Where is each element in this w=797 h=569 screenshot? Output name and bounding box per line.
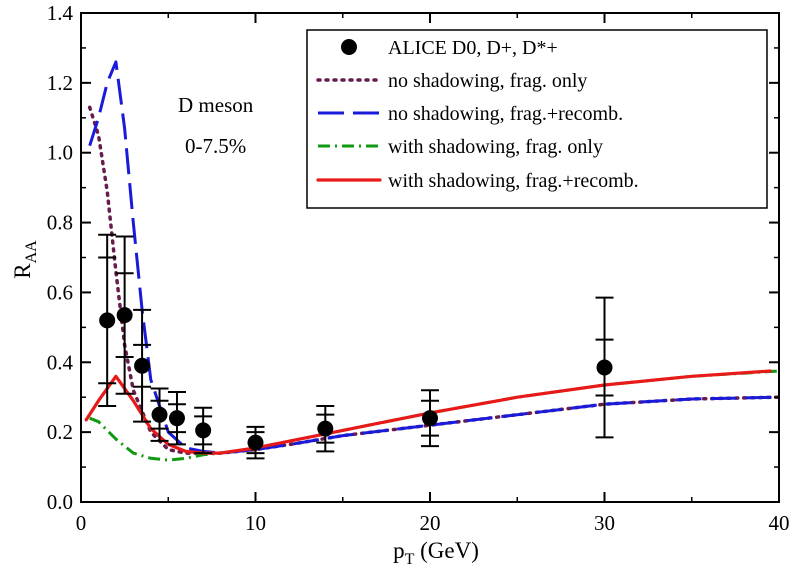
data-point-group <box>421 389 439 448</box>
x-axis-title-main: p <box>393 538 405 563</box>
x-tick-label: 10 <box>245 511 266 535</box>
y-tick-label: 1.4 <box>47 1 74 25</box>
data-point-group <box>98 233 117 407</box>
data-point <box>168 410 185 427</box>
y-tick-label: 0.4 <box>47 350 74 374</box>
x-tick-label: 0 <box>76 511 87 535</box>
y-tick-label: 0.8 <box>47 211 73 235</box>
data-point-group <box>115 235 134 395</box>
legend-label-series-4: with shadowing, frag.+recomb. <box>388 170 639 192</box>
y-axis-title-sub: AA <box>23 240 40 264</box>
legend-item-points: ALICE D0, D+, D*+ <box>341 37 558 59</box>
x-tick-label: 40 <box>769 511 790 535</box>
legend-item-series-3: with shadowing, frag. only <box>318 136 603 158</box>
data-point-group <box>194 406 213 455</box>
data-point-group <box>316 404 335 453</box>
x-axis-title-sub: T <box>405 551 415 568</box>
data-point <box>422 410 438 427</box>
x-tick-label: 30 <box>594 511 615 535</box>
annotation-line-2: 0-7.5% <box>185 134 246 158</box>
data-point-group <box>246 425 265 460</box>
data-point-group <box>150 387 169 442</box>
legend-items: ALICE D0, D+, D*+ no shadowing, frag. onl… <box>316 37 639 192</box>
legend-label-series-1: no shadowing, frag. only <box>388 70 587 92</box>
y-tick-label: 0.6 <box>47 280 73 304</box>
data-point <box>317 420 334 437</box>
legend-item-series-4: with shadowing, frag.+recomb. <box>316 170 639 192</box>
y-tick-label: 1.0 <box>47 141 73 165</box>
legend-marker-points <box>341 39 357 55</box>
legend-label-series-2: no shadowing, frag.+recomb. <box>388 103 623 125</box>
y-axis-title-main: R <box>10 263 35 279</box>
y-tick-label: 0.2 <box>47 420 73 444</box>
series-line-2 <box>88 60 779 455</box>
y-tick-label: 1.2 <box>47 71 73 95</box>
legend: ALICE D0, D+, D*+ no shadowing, frag. onl… <box>306 29 768 209</box>
legend-label-series-3: with shadowing, frag. only <box>388 136 603 158</box>
legend-box <box>306 29 768 209</box>
data-point <box>195 422 212 439</box>
data-point <box>116 307 133 324</box>
data-point-group <box>595 296 614 439</box>
legend-item-series-2: no shadowing, frag.+recomb. <box>318 103 623 125</box>
data-point <box>247 434 264 451</box>
data-point <box>596 359 613 376</box>
data-point <box>151 406 168 423</box>
legend-item-series-1: no shadowing, frag. only <box>316 70 587 92</box>
annotation-line-1: D meson <box>178 93 254 117</box>
plot-area <box>84 60 779 462</box>
axis-ticks: 0 10 20 30 40 0.0 0.2 0.4 0.6 0.8 1.0 1.2 1.4 <box>47 1 790 535</box>
x-tick-label: 20 <box>420 511 441 535</box>
y-axis-title: RAA <box>10 240 40 279</box>
x-axis-title: pT (GeV) <box>393 538 479 568</box>
series-line-4 <box>84 369 772 455</box>
legend-label-points: ALICE D0, D+, D*+ <box>388 37 558 59</box>
data-point <box>134 357 151 374</box>
y-tick-label: 0.0 <box>47 490 73 514</box>
data-point <box>99 312 116 329</box>
x-axis-title-unit: (GeV) <box>414 538 479 563</box>
data-point-group <box>167 390 186 446</box>
data-point-group <box>133 308 152 423</box>
